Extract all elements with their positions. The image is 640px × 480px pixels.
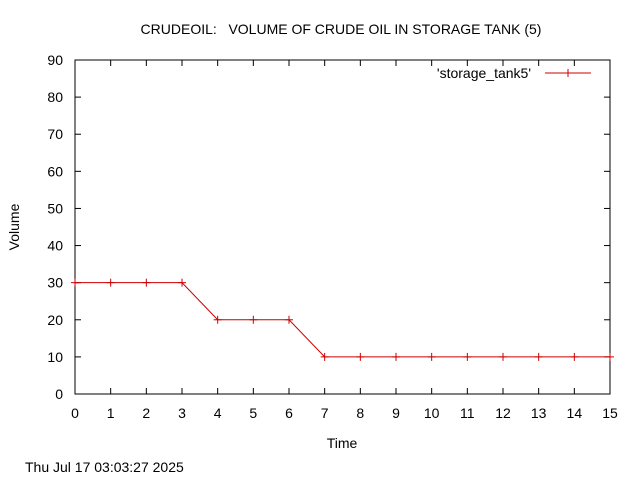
x-tick-label: 3	[178, 405, 186, 421]
y-tick-label: 10	[47, 349, 63, 365]
x-tick-label: 11	[460, 405, 475, 421]
data-point	[178, 278, 186, 287]
data-point	[606, 352, 614, 361]
x-tick-label: 7	[321, 405, 329, 421]
y-tick-label: 20	[47, 312, 63, 328]
x-tick-label: 0	[71, 405, 79, 421]
data-point	[356, 352, 365, 361]
x-tick-label: 4	[214, 405, 222, 421]
data-point	[570, 352, 579, 361]
x-tick-label: 9	[392, 405, 400, 421]
x-tick-label: 12	[495, 405, 511, 421]
legend-label: 'storage_tank5'	[437, 65, 531, 81]
data-point	[106, 278, 115, 287]
data-point	[499, 352, 507, 361]
y-tick-label: 80	[47, 89, 63, 105]
tick-labels: 0 1 2 3 4 5 6 7 8 9 10 11 12 13 14 15010203040506070809…	[47, 52, 618, 421]
data-point	[213, 315, 222, 324]
x-tick-label: 14	[567, 405, 583, 421]
series-line	[75, 282, 610, 358]
data-point	[392, 352, 400, 361]
x-tick-label: 5	[249, 405, 257, 421]
data-point	[427, 352, 436, 361]
series-group	[71, 278, 614, 361]
y-tick-label: 70	[47, 126, 63, 142]
plot-frame	[74, 59, 611, 395]
y-tick-label: 50	[47, 200, 63, 216]
data-point	[320, 352, 329, 361]
x-tick-label: 8	[356, 405, 364, 421]
x-tick-label: 15	[602, 405, 618, 421]
data-point	[142, 278, 151, 287]
data-point	[71, 278, 79, 287]
x-axis-label: Time	[327, 435, 358, 451]
y-tick-label: 40	[47, 238, 63, 254]
x-tick-label: 6	[285, 405, 293, 421]
data-point	[463, 352, 472, 361]
axis-ticks	[74, 59, 611, 395]
data-point	[285, 315, 293, 324]
x-tick-label: 13	[531, 405, 547, 421]
data-point	[249, 315, 258, 324]
legend: 'storage_tank5'	[437, 65, 591, 81]
chart-title: CRUDEOIL: VOLUME OF CRUDE OIL IN STORAGE…	[141, 21, 542, 37]
x-tick-label: 1	[107, 405, 115, 421]
x-tick-label: 10	[424, 405, 440, 421]
y-tick-label: 0	[55, 386, 63, 402]
x-tick-label: 2	[142, 405, 150, 421]
data-point	[534, 352, 543, 361]
footer-timestamp: Thu Jul 17 03:03:27 2025	[25, 459, 184, 475]
y-tick-label: 90	[47, 52, 63, 68]
y-tick-label: 60	[47, 163, 63, 179]
y-axis-label: Volume	[6, 203, 22, 250]
y-tick-label: 30	[47, 275, 63, 291]
